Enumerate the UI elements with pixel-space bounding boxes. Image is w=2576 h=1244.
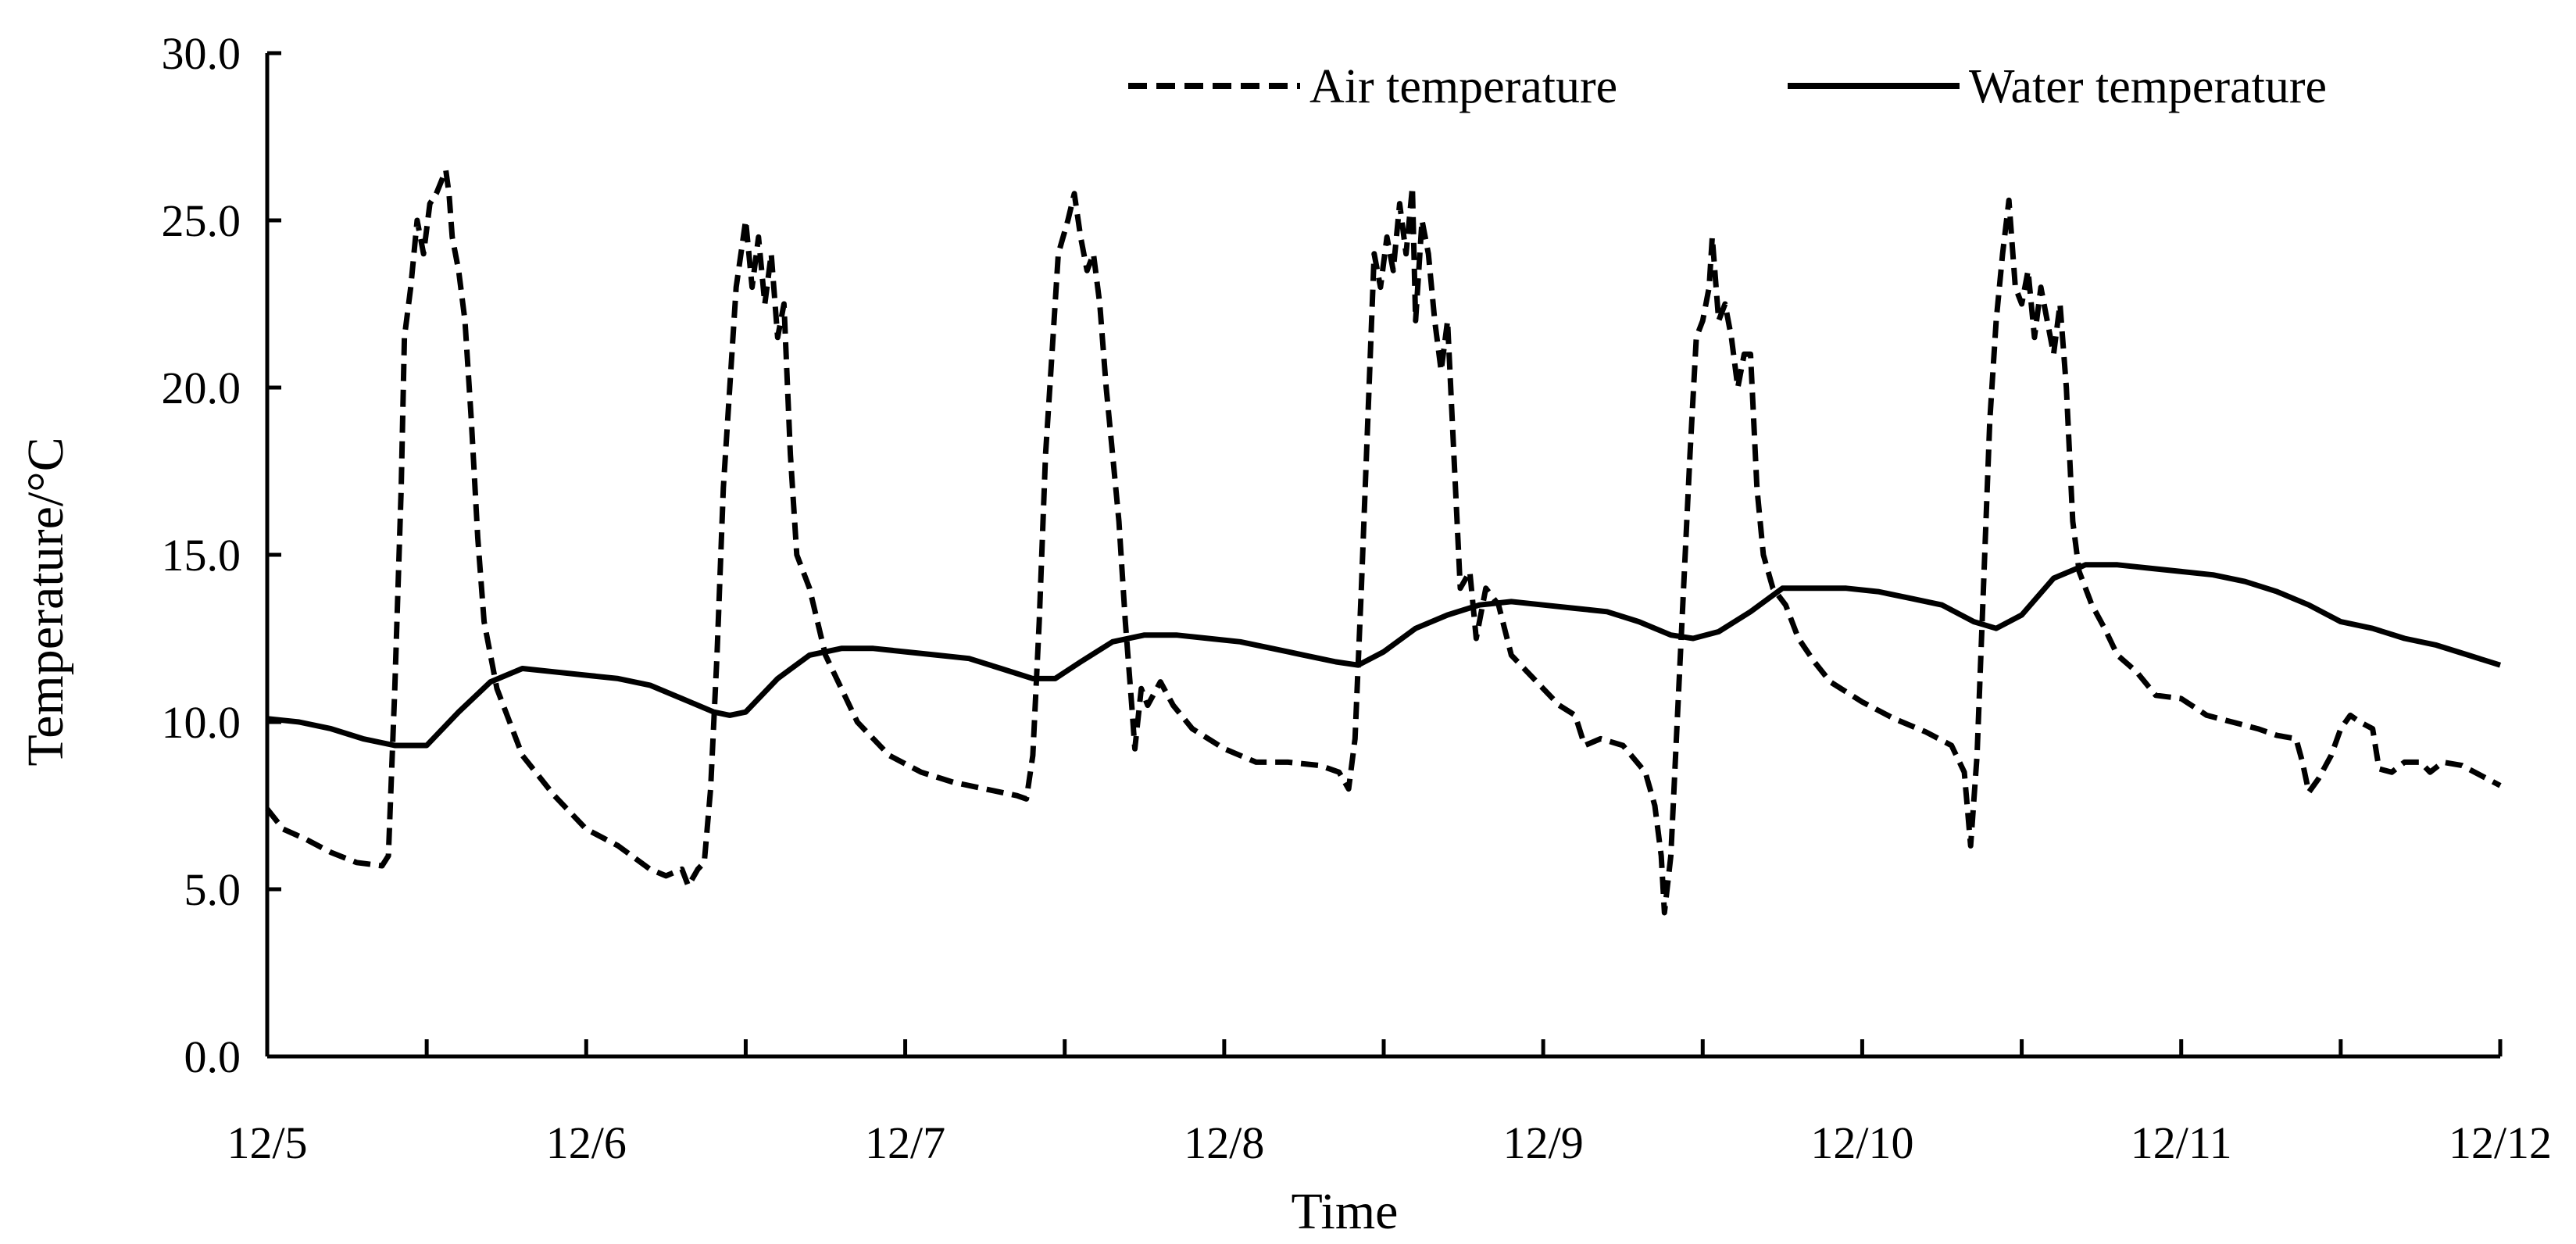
x-axis-title: Time <box>1292 1183 1399 1240</box>
y-tick-label: 20.0 <box>162 363 241 413</box>
x-tick-label: 12/9 <box>1503 1117 1584 1168</box>
series-layer <box>265 167 2502 916</box>
y-tick-label: 0.0 <box>184 1031 241 1082</box>
y-tick-label: 5.0 <box>184 864 241 915</box>
x-tick-label: 12/6 <box>546 1117 627 1168</box>
y-tick-label: 10.0 <box>162 697 241 748</box>
y-tick-label: 15.0 <box>162 530 241 581</box>
series-line-air-temperature <box>265 167 2502 916</box>
x-tick-label: 12/12 <box>2449 1117 2552 1168</box>
y-tick-label: 30.0 <box>162 28 241 79</box>
y-axis-ticks: 0.0 5.0 10.0 15.0 20.0 25.0 30.0 <box>162 28 281 1082</box>
legend: Air temperature Water temperature <box>1128 60 2327 113</box>
x-tick-label: 12/8 <box>1184 1117 1264 1168</box>
y-axis-title: Temperature/°C <box>17 437 74 766</box>
legend-label-air-temperature: Air temperature <box>1309 60 1617 113</box>
x-tick-label: 12/10 <box>1810 1117 1913 1168</box>
x-axis-ticks: 12/5 12/6 12/7 12/8 12/9 12/10 12/11 12/12 <box>227 1039 2552 1168</box>
x-tick-label: 12/5 <box>227 1117 307 1168</box>
x-tick-label: 12/7 <box>865 1117 945 1168</box>
series-line-water-temperature <box>266 562 2502 749</box>
x-tick-label: 12/11 <box>2131 1117 2232 1168</box>
legend-label-water-temperature: Water temperature <box>1969 60 2327 113</box>
y-tick-label: 25.0 <box>162 195 241 246</box>
